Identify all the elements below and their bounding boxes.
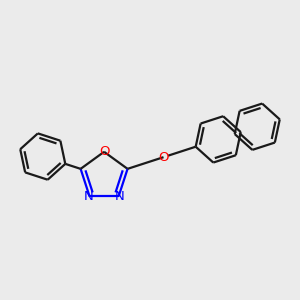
Text: N: N [84, 190, 93, 203]
Text: O: O [158, 151, 169, 164]
Text: N: N [115, 190, 124, 203]
Text: O: O [99, 145, 109, 158]
